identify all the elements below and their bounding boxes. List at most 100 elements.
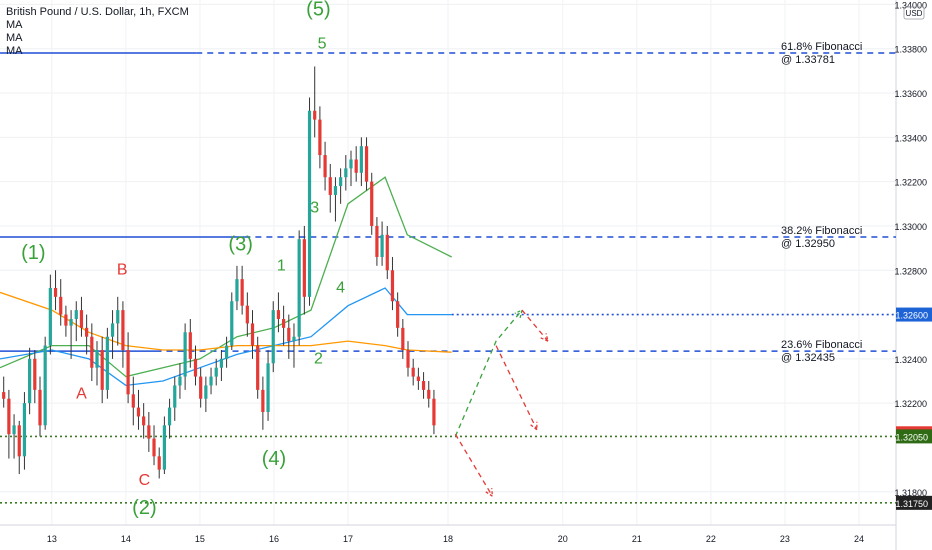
candle-body[interactable] — [95, 350, 99, 368]
y-tick-label: 1.33400 — [894, 133, 927, 143]
x-tick-label: 14 — [121, 534, 131, 544]
candle-body[interactable] — [287, 327, 291, 342]
candle-body[interactable] — [230, 301, 234, 346]
candle-body[interactable] — [162, 425, 166, 470]
candle-body[interactable] — [85, 327, 89, 337]
candle-body[interactable] — [245, 305, 249, 324]
x-tick-label: 17 — [343, 534, 353, 544]
candle-body[interactable] — [401, 327, 405, 350]
candle-body[interactable] — [427, 389, 431, 399]
candle-body[interactable] — [235, 279, 239, 302]
candle-body[interactable] — [411, 367, 415, 377]
candle-body[interactable] — [131, 394, 135, 408]
candle-body[interactable] — [157, 456, 161, 470]
ma-indicator-3[interactable]: MA — [6, 45, 23, 57]
candle-body[interactable] — [318, 119, 322, 156]
candle-body[interactable] — [193, 358, 198, 377]
candle-body[interactable] — [297, 239, 301, 337]
candle-body[interactable] — [183, 332, 187, 377]
candle-body[interactable] — [38, 389, 42, 426]
candle-body[interactable] — [224, 345, 229, 359]
candle-body[interactable] — [250, 323, 255, 346]
candle-body[interactable] — [390, 270, 395, 302]
projection-path[interactable] — [454, 309, 523, 437]
candle-body[interactable] — [421, 381, 426, 390]
candle-body[interactable] — [209, 376, 213, 386]
candle-body[interactable] — [219, 358, 224, 368]
candle-body[interactable] — [121, 310, 125, 350]
candle-body[interactable] — [380, 234, 384, 257]
candle-body[interactable] — [116, 310, 120, 324]
candle-body[interactable] — [364, 146, 369, 182]
candle-body[interactable] — [126, 350, 130, 395]
candle-body[interactable] — [147, 425, 151, 439]
candle-body[interactable] — [416, 376, 420, 382]
candle-body[interactable] — [375, 225, 379, 257]
candle-body[interactable] — [256, 345, 260, 390]
candle-body[interactable] — [7, 398, 11, 435]
ma-indicator-2[interactable]: MA — [6, 32, 23, 44]
candle-body[interactable] — [100, 350, 104, 390]
candle-body[interactable] — [359, 146, 363, 173]
candle-body[interactable] — [323, 155, 327, 178]
candle-body[interactable] — [276, 310, 281, 319]
candle-body[interactable] — [328, 177, 332, 195]
candle-body[interactable] — [370, 181, 374, 226]
candle-body[interactable] — [204, 385, 208, 399]
candle-body[interactable] — [33, 358, 37, 390]
candle-body[interactable] — [74, 310, 78, 319]
candle-body[interactable] — [188, 332, 192, 359]
candle-body[interactable] — [105, 336, 109, 390]
y-tick-label: 1.33600 — [894, 89, 927, 99]
projection-path[interactable] — [521, 309, 549, 342]
ma-indicator-1[interactable]: MA — [6, 19, 23, 31]
candle-body[interactable] — [28, 358, 32, 404]
candle-body[interactable] — [59, 296, 63, 315]
candle-body[interactable] — [385, 234, 389, 271]
candle-body[interactable] — [173, 385, 177, 408]
candle-body[interactable] — [349, 159, 353, 169]
candle-body[interactable] — [292, 336, 296, 342]
candle-body[interactable] — [79, 310, 84, 328]
candle-body[interactable] — [406, 350, 410, 368]
candle-body[interactable] — [64, 314, 68, 326]
candle-body[interactable] — [142, 416, 146, 426]
candle-body[interactable] — [339, 177, 343, 187]
candle-body[interactable] — [313, 110, 317, 120]
candle-body[interactable] — [333, 186, 338, 195]
candle-body[interactable] — [396, 301, 400, 328]
candle-body[interactable] — [69, 318, 73, 326]
candle-body[interactable] — [152, 438, 156, 457]
candle-body[interactable] — [354, 159, 358, 173]
currency-box[interactable] — [903, 6, 925, 20]
candle-body[interactable] — [110, 323, 115, 337]
candle-body[interactable] — [199, 376, 203, 399]
candle-body[interactable] — [307, 110, 312, 297]
candle-body[interactable] — [48, 287, 52, 346]
candle-body[interactable] — [90, 336, 94, 368]
candle-body[interactable] — [167, 407, 172, 426]
projection-path[interactable] — [454, 433, 493, 497]
candle-body[interactable] — [53, 287, 58, 297]
candle-body[interactable] — [302, 239, 306, 297]
candle-body[interactable] — [240, 279, 244, 306]
candle-body[interactable] — [178, 376, 182, 386]
candle-body[interactable] — [344, 168, 348, 178]
candle-body[interactable] — [266, 363, 270, 413]
candle-body[interactable] — [22, 403, 27, 457]
candle-body[interactable] — [17, 425, 21, 457]
candle-body[interactable] — [282, 318, 286, 328]
x-tick-label: 13 — [47, 534, 57, 544]
candle-body[interactable] — [136, 407, 141, 417]
candle-body[interactable] — [432, 398, 436, 426]
candle-body[interactable] — [271, 310, 275, 364]
projection-path[interactable] — [495, 345, 538, 430]
candle-body[interactable] — [2, 392, 6, 399]
candle-body[interactable] — [12, 425, 16, 435]
candle-body[interactable] — [43, 345, 47, 426]
y-tick-label: 1.32800 — [894, 266, 927, 276]
symbol-title[interactable]: British Pound / U.S. Dollar, 1h, FXCM — [6, 6, 189, 18]
candle-body[interactable] — [214, 367, 218, 377]
candle-body[interactable] — [261, 389, 265, 413]
